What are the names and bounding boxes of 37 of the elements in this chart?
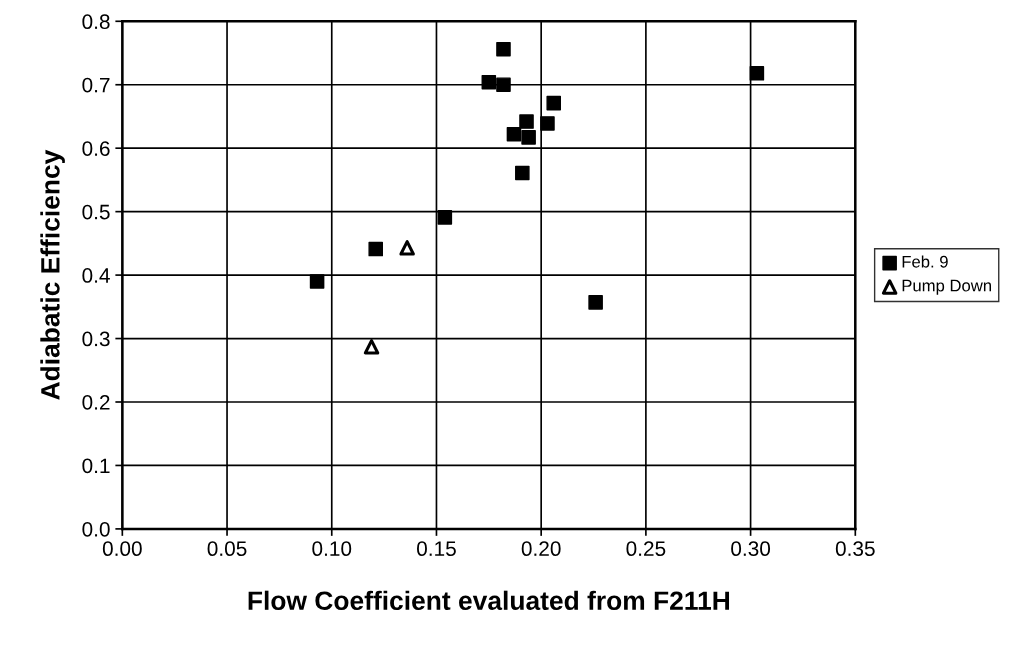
- point: [546, 95, 562, 111]
- point: [521, 130, 536, 145]
- legend-label: Feb. 9: [902, 255, 948, 268]
- point: [588, 295, 603, 310]
- y-tick-label: 0.8: [82, 14, 110, 30]
- point: [506, 126, 522, 142]
- legend-label: Pump Down: [902, 279, 991, 295]
- x-tick-label: 0.30: [731, 541, 771, 557]
- y-tick-label: 0.6: [82, 141, 110, 156]
- y-tick-label: 0.0: [82, 521, 110, 537]
- x-tick-label: 0.00: [102, 541, 142, 557]
- y-axis-title: Adiabatic Efficiency: [40, 149, 65, 400]
- y-tick-label: 0.7: [82, 77, 110, 93]
- point: [496, 77, 511, 93]
- point: [309, 274, 325, 289]
- point: [540, 116, 555, 131]
- y-tick-label: 0.1: [82, 458, 110, 474]
- x-tick-label: 0.10: [312, 541, 352, 557]
- y-tick-label: 0.2: [82, 395, 110, 410]
- x-axis-title: Flow Coefficient evaluated from F211H: [248, 590, 730, 611]
- point: [363, 339, 380, 355]
- point: [368, 241, 384, 257]
- point: [496, 41, 511, 57]
- point: [749, 66, 765, 81]
- y-tick-label: 0.3: [82, 331, 110, 347]
- point: [399, 240, 415, 256]
- x-tick-label: 0.25: [626, 541, 666, 557]
- point: [481, 74, 497, 90]
- x-tick-label: 0.05: [207, 541, 247, 557]
- x-tick-label: 0.15: [417, 541, 456, 557]
- y-tick-label: 0.4: [82, 268, 110, 283]
- x-tick-label: 0.35: [835, 541, 875, 557]
- x-tick-label: 0.20: [521, 541, 561, 557]
- point: [515, 165, 530, 181]
- point: [519, 114, 534, 129]
- point: [437, 210, 453, 225]
- y-tick-label: 0.5: [82, 204, 110, 220]
